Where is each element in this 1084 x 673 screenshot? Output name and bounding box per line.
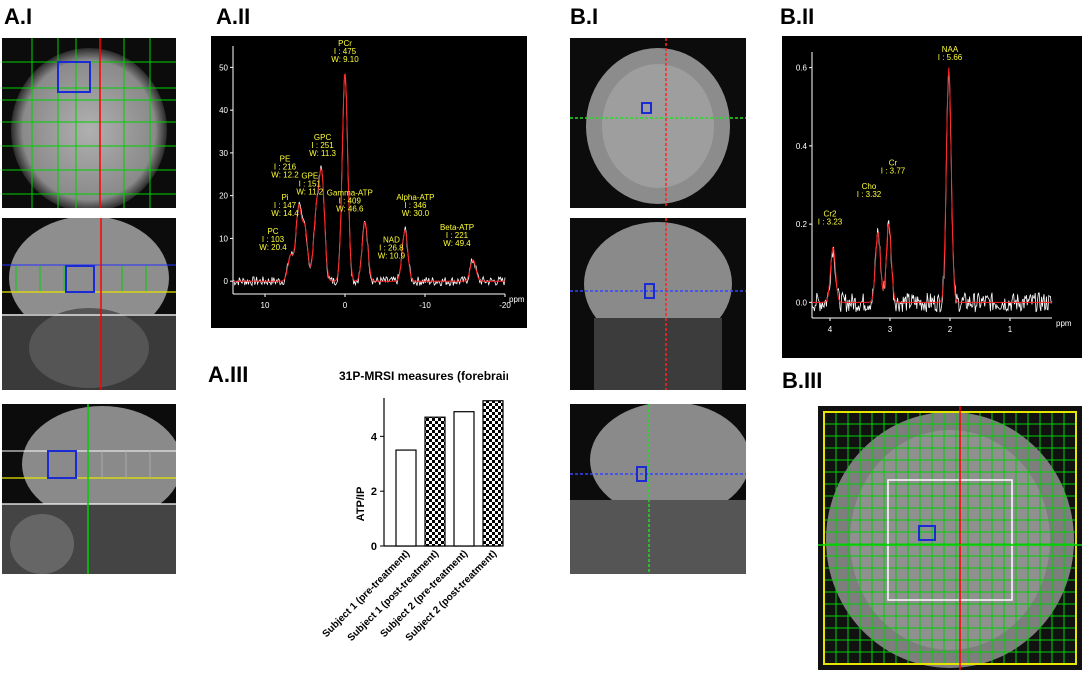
peak-annotation: I : 5.66 xyxy=(938,53,963,62)
x-tick-label: 10 xyxy=(261,301,270,310)
peak-annotation: Alpha-ATP xyxy=(396,193,434,202)
peak-annotation: W: 11.2 xyxy=(296,188,323,197)
peak-annotation: Cho xyxy=(862,182,877,191)
peak-annotation: Cr2 xyxy=(824,209,837,218)
y-tick-label: 0 xyxy=(224,277,229,286)
peak-annotation: I : 409 xyxy=(339,197,362,206)
y-tick-label: 0.6 xyxy=(796,64,808,73)
y-tick-label: 4 xyxy=(371,431,378,443)
peak-annotation: GPE xyxy=(301,172,318,181)
x-unit-label: ppm xyxy=(509,295,525,304)
panel-label-b1: B.I xyxy=(570,4,599,29)
x-tick-label: -20 xyxy=(499,301,511,310)
mri-coronal-b1 xyxy=(570,218,746,390)
peak-annotation: W: 49.4 xyxy=(443,239,471,248)
peak-annotation: I : 151 xyxy=(299,180,322,189)
y-tick-label: 30 xyxy=(219,149,228,158)
spectrum-trace xyxy=(232,74,506,287)
x-tick-label: 3 xyxy=(888,325,893,334)
y-tick-label: 0.0 xyxy=(796,298,808,307)
bar xyxy=(453,411,475,547)
y-tick-label: 10 xyxy=(219,234,228,243)
peak-annotation: PCr xyxy=(338,39,352,48)
panel-label-a3: A.III xyxy=(208,362,249,387)
x-tick-label: 2 xyxy=(948,325,953,334)
peak-annotation: I : 475 xyxy=(334,47,357,56)
peak-annotation: I : 3.32 xyxy=(857,190,882,199)
peak-annotation: I : 346 xyxy=(404,201,427,210)
spectrum-trace xyxy=(811,72,1053,313)
peak-annotation: W: 9.10 xyxy=(331,55,359,64)
bar xyxy=(424,416,446,547)
peak-annotation: I : 221 xyxy=(446,231,469,240)
spectrum-31p: 0 10 20 30 40 50 10 0 -10 -20 ppm PCr I : 475 W: 9.10… xyxy=(211,36,527,328)
y-tick-label: 20 xyxy=(219,192,228,201)
peak-annotation: GPC xyxy=(314,133,332,142)
peak-annotation: Gamma-ATP xyxy=(327,189,373,198)
peak-annotation: NAA xyxy=(942,45,959,54)
spectrum-fit xyxy=(233,73,505,282)
y-tick-label: 40 xyxy=(219,106,228,115)
peak-annotation: I : 216 xyxy=(274,162,297,171)
y-axis-label: ATP/IP xyxy=(355,487,367,522)
peak-annotation: W: 14.4 xyxy=(271,209,299,218)
y-tick-label: 0.4 xyxy=(796,142,808,151)
x-tick-label: 4 xyxy=(828,325,833,334)
panel-label-b2: B.II xyxy=(780,4,815,29)
peak-annotation: I : 3.23 xyxy=(818,217,843,226)
peak-annotation: I : 26.8 xyxy=(379,244,404,253)
peak-annotation: W: 10.9 xyxy=(378,252,406,261)
x-tick-label: 1 xyxy=(1008,325,1013,334)
bar-chart-atp-ip: 31P-MRSI measures (forebrain) ATP/IP 0 2 4… xyxy=(321,369,508,644)
peak-annotation: I : 103 xyxy=(262,235,285,244)
bar xyxy=(482,400,504,547)
peak-annotation: W: 20.4 xyxy=(259,243,287,252)
peak-annotation: Beta-ATP xyxy=(440,223,474,232)
x-tick-label: -10 xyxy=(419,301,431,310)
peak-annotation: W: 46.6 xyxy=(336,205,364,214)
peak-annotation: Cr xyxy=(889,158,898,167)
mri-axial-a1 xyxy=(2,38,176,208)
bar xyxy=(395,449,417,547)
peak-annotation: W: 30.0 xyxy=(402,209,430,218)
panel-label-a1: A.I xyxy=(4,4,33,29)
mri-sagittal-b1 xyxy=(570,404,746,574)
peak-annotation: I : 147 xyxy=(274,201,297,210)
panel-label-a2: A.II xyxy=(216,4,251,29)
panel-label-b3: B.III xyxy=(782,368,823,393)
spectrum-1h: 0.0 0.2 0.4 0.6 4 3 2 1 ppm NAA I : 5.66 Cr I : 3.77… xyxy=(782,36,1082,358)
peak-annotation: PE xyxy=(280,154,291,163)
chart-title: 31P-MRSI measures (forebrain) xyxy=(339,369,508,383)
y-tick-label: 50 xyxy=(219,63,228,72)
y-tick-label: 0 xyxy=(371,541,377,553)
mri-grid-b3 xyxy=(818,406,1082,670)
x-unit-label: ppm xyxy=(1056,319,1072,328)
peak-annotation: PC xyxy=(267,227,278,236)
mri-axial-b1 xyxy=(570,38,746,208)
peak-annotation: W: 11.3 xyxy=(309,149,336,158)
peak-annotation: I : 251 xyxy=(311,141,334,150)
y-tick-label: 0.2 xyxy=(796,220,808,229)
peak-annotation: Pi xyxy=(281,193,288,202)
peak-annotation: NAD xyxy=(383,236,400,245)
mri-sagittal-a1 xyxy=(2,404,176,574)
peak-annotation: W: 12.2 xyxy=(271,170,299,179)
peak-annotation: I : 3.77 xyxy=(881,166,906,175)
mri-coronal-a1 xyxy=(2,218,176,390)
spectrum-fit xyxy=(812,67,1052,303)
y-tick-label: 2 xyxy=(371,486,377,498)
x-tick-label: 0 xyxy=(343,301,348,310)
